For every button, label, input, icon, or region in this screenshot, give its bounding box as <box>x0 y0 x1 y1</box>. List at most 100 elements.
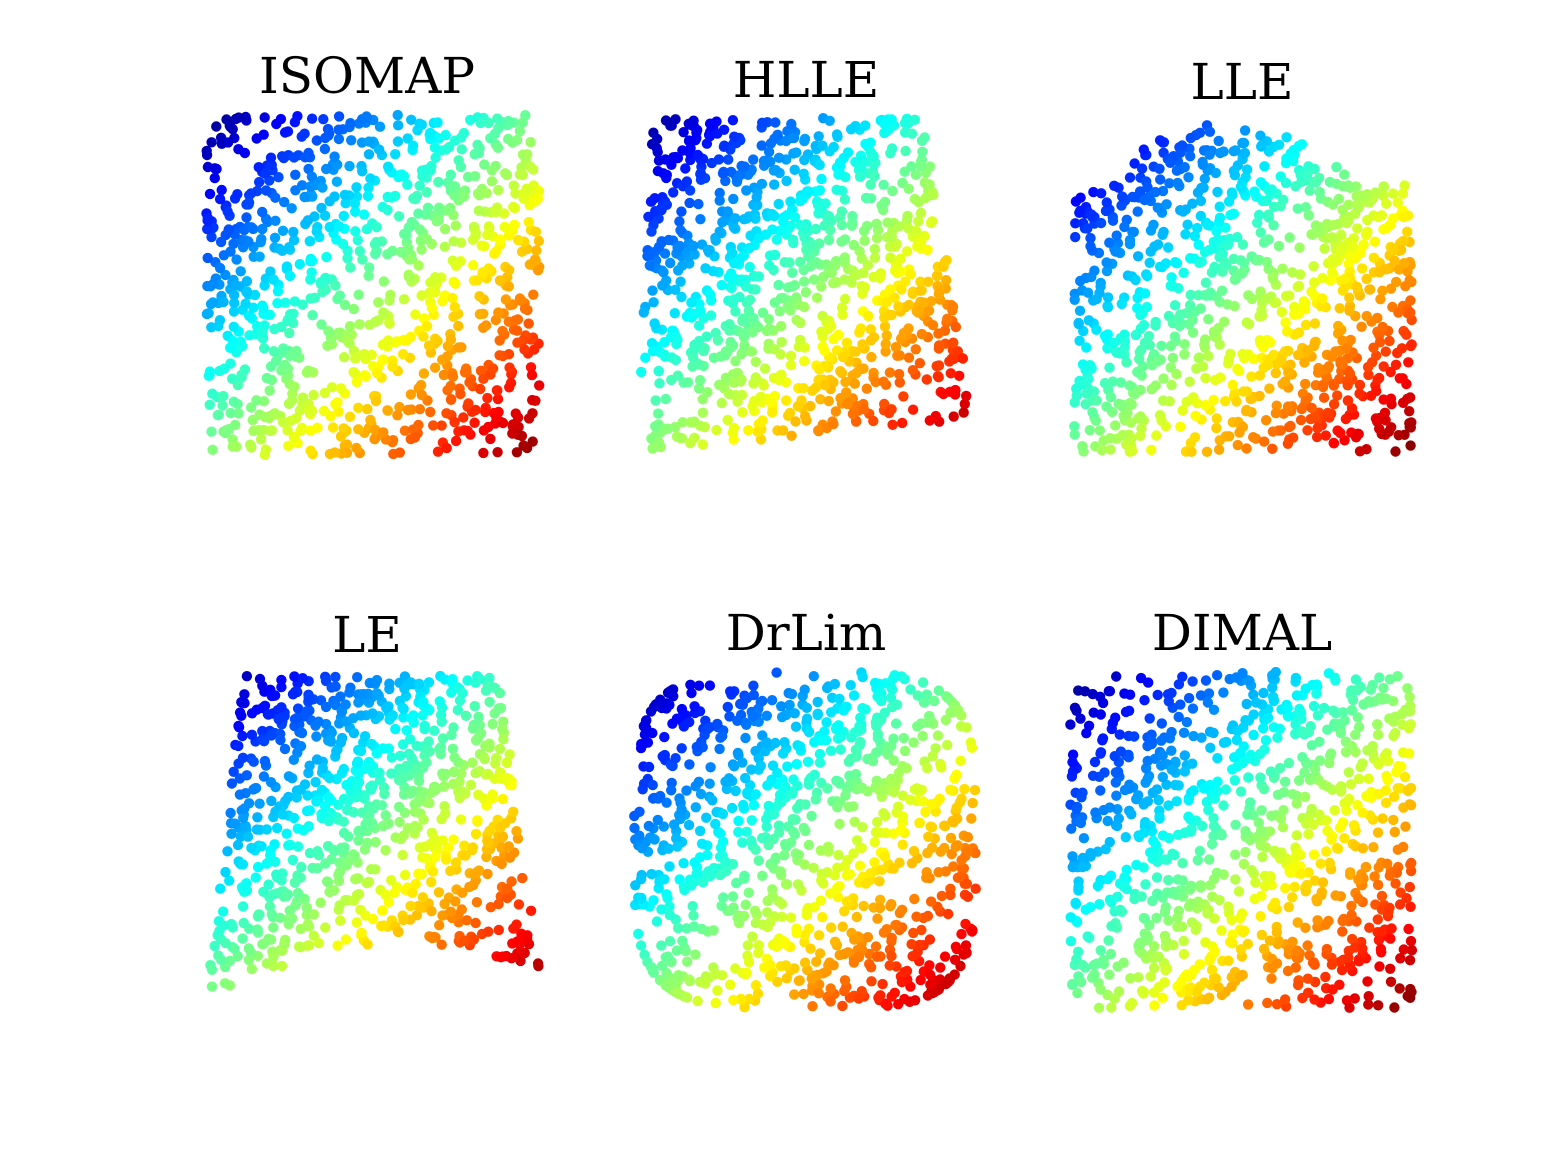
scatter-point <box>1203 688 1215 699</box>
scatter-point <box>914 817 925 828</box>
scatter-point <box>940 714 951 726</box>
scatter-point <box>256 233 267 245</box>
scatter-point <box>439 898 450 910</box>
scatter-point <box>1389 255 1400 266</box>
scatter-point <box>746 835 757 847</box>
scatter-point <box>1259 161 1270 172</box>
scatter-point <box>308 930 319 941</box>
scatter-point <box>1210 374 1221 386</box>
scatter-point <box>397 739 409 750</box>
scatter-point <box>727 369 739 380</box>
scatter-point <box>399 228 410 240</box>
scatter-point <box>251 395 262 406</box>
scatter-point <box>220 427 231 439</box>
scatter-point <box>323 326 334 337</box>
scatter-point <box>230 113 241 125</box>
scatter-point <box>1134 186 1146 197</box>
scatter-point <box>715 351 726 362</box>
scatter-point <box>499 221 510 233</box>
scatter-point <box>331 176 343 187</box>
scatter-point <box>365 864 377 875</box>
scatter-point <box>1197 159 1209 170</box>
scatter-point <box>306 171 318 182</box>
scatter-point <box>339 189 351 201</box>
scatter-point <box>781 973 792 984</box>
scatter-point <box>1314 186 1325 198</box>
scatter-point <box>530 226 542 237</box>
scatter-point <box>516 162 527 173</box>
scatter-point <box>653 437 665 448</box>
scatter-point <box>1150 186 1161 198</box>
scatter-point <box>1253 209 1265 221</box>
scatter-point <box>874 876 885 887</box>
scatter-point <box>449 135 461 146</box>
scatter-point <box>279 937 290 948</box>
scatter-point <box>317 182 328 193</box>
scatter-point <box>475 117 486 129</box>
scatter-point <box>411 740 422 751</box>
scatter-point <box>1393 307 1404 318</box>
scatter-point <box>654 378 665 389</box>
scatter-point <box>819 379 831 391</box>
scatter-point <box>459 840 470 851</box>
scatter-point <box>717 836 729 847</box>
scatter-point <box>933 867 944 878</box>
scatter-point <box>665 257 676 269</box>
scatter-point <box>1394 373 1406 384</box>
scatter-point <box>1342 216 1354 227</box>
scatter-point <box>908 845 920 857</box>
scatter-point <box>659 874 670 885</box>
scatter-point <box>327 422 339 433</box>
scatter-point <box>270 856 281 867</box>
scatter-point <box>242 831 254 842</box>
scatter-point <box>1342 180 1353 192</box>
scatter-point <box>292 703 304 714</box>
scatter-point <box>338 423 349 434</box>
scatter-point <box>261 372 273 384</box>
scatter-point <box>440 854 452 865</box>
scatter-point <box>311 731 322 742</box>
scatter-point <box>839 975 851 986</box>
scatter-point <box>855 150 867 161</box>
scatter-point <box>304 236 315 247</box>
scatter-point <box>427 932 438 944</box>
scatter-point <box>673 988 685 1000</box>
scatter-point <box>695 788 707 800</box>
scatter-point <box>834 818 845 830</box>
scatter-point <box>308 909 319 920</box>
scatter-point <box>372 368 383 379</box>
scatter-point <box>352 873 364 884</box>
scatter-point <box>268 951 279 963</box>
scatter-point <box>274 912 286 923</box>
scatter-point <box>511 826 522 837</box>
scatter-point <box>769 133 780 144</box>
scatter-point <box>295 923 306 935</box>
scatter-point <box>1268 220 1279 231</box>
scatter-point <box>220 866 231 878</box>
scatter-point <box>1303 210 1315 221</box>
scatter-point <box>1192 222 1203 234</box>
scatter-point <box>1392 197 1403 208</box>
scatter-point <box>528 164 539 175</box>
scatter-point <box>239 689 250 700</box>
scatter-point <box>650 699 661 711</box>
scatter-point <box>752 199 763 211</box>
scatter-point <box>255 434 267 445</box>
scatter-point <box>1187 676 1198 687</box>
scatter-point <box>523 216 535 228</box>
scatter-point <box>1398 397 1409 408</box>
scatter-point <box>693 383 705 394</box>
scatter-point <box>1182 219 1193 230</box>
scatter-point <box>1172 177 1183 189</box>
scatter-point <box>452 704 463 716</box>
scatter-point <box>333 111 345 122</box>
scatter-point <box>296 861 307 873</box>
scatter-point <box>647 443 658 454</box>
scatter-point <box>426 876 437 888</box>
scatter-point <box>1152 202 1164 213</box>
scatter-point <box>1200 277 1212 288</box>
scatter-point <box>494 743 506 755</box>
scatter-point <box>738 328 749 339</box>
scatter-point <box>786 430 797 441</box>
scatter-point <box>1096 188 1107 199</box>
